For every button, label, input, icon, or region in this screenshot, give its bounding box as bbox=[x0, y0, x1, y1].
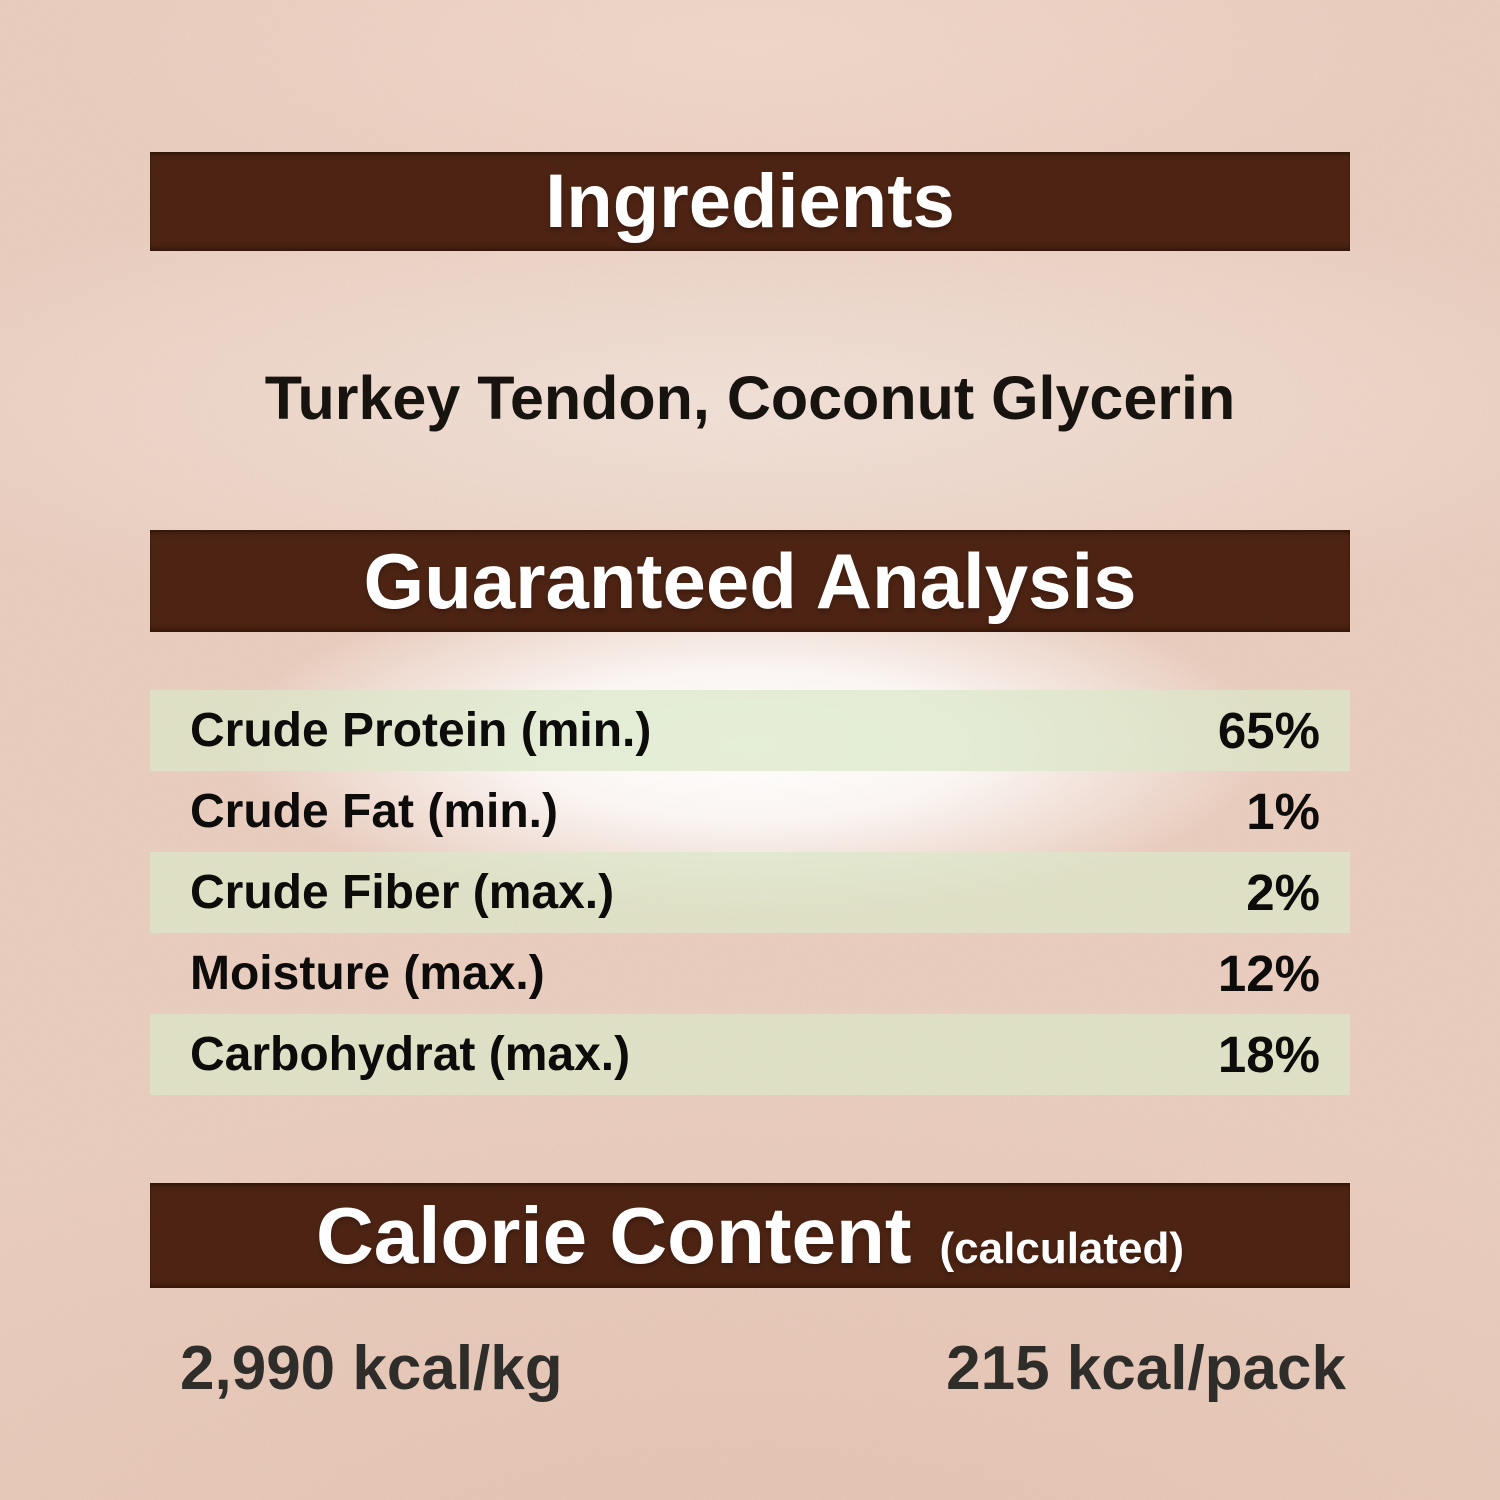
analysis-row-value: 12% bbox=[1217, 945, 1320, 1002]
calorie-per-kg: 2,990 kcal/kg bbox=[180, 1333, 563, 1403]
guaranteed-analysis-header-title: Guaranteed Analysis bbox=[363, 536, 1137, 625]
analysis-row-value: 18% bbox=[1217, 1026, 1320, 1083]
analysis-row-crude-protein: Crude Protein (min.) 65% bbox=[150, 690, 1350, 771]
analysis-row-crude-fat: Crude Fat (min.) 1% bbox=[150, 771, 1350, 852]
ingredients-header-title: Ingredients bbox=[545, 159, 955, 244]
analysis-row-label: Crude Fiber (max.) bbox=[190, 866, 615, 919]
calorie-content-header: Calorie Content (calculated) bbox=[150, 1183, 1350, 1288]
guaranteed-analysis-header: Guaranteed Analysis bbox=[150, 530, 1350, 632]
ingredients-list-text: Turkey Tendon, Coconut Glycerin bbox=[264, 364, 1236, 432]
analysis-row-moisture: Moisture (max.) 12% bbox=[150, 933, 1350, 1014]
analysis-row-label: Moisture (max.) bbox=[190, 947, 545, 1000]
analysis-row-value: 1% bbox=[1246, 783, 1320, 840]
analysis-row-value: 2% bbox=[1246, 864, 1320, 921]
analysis-row-crude-fiber: Crude Fiber (max.) 2% bbox=[150, 852, 1350, 933]
calorie-content-subtitle: (calculated) bbox=[939, 1223, 1185, 1273]
calorie-content-title: Calorie Content bbox=[315, 1190, 912, 1280]
analysis-row-carbohydrate: Carbohydrat (max.) 18% bbox=[150, 1014, 1350, 1095]
analysis-row-label: Crude Fat (min.) bbox=[190, 785, 558, 838]
analysis-table: Crude Protein (min.) 65% Crude Fat (min.… bbox=[150, 690, 1350, 1095]
analysis-row-label: Carbohydrat (max.) bbox=[190, 1028, 631, 1081]
calorie-content-title-group: Calorie Content (calculated) bbox=[316, 1190, 1184, 1282]
ingredients-list: Turkey Tendon, Coconut Glycerin bbox=[150, 352, 1350, 444]
calorie-per-pack: 215 kcal/pack bbox=[946, 1333, 1346, 1403]
calorie-values: 2,990 kcal/kg 215 kcal/pack bbox=[150, 1326, 1350, 1410]
ingredients-header: Ingredients bbox=[150, 152, 1350, 251]
analysis-row-label: Crude Protein (min.) bbox=[190, 704, 652, 757]
analysis-row-value: 65% bbox=[1217, 702, 1320, 759]
